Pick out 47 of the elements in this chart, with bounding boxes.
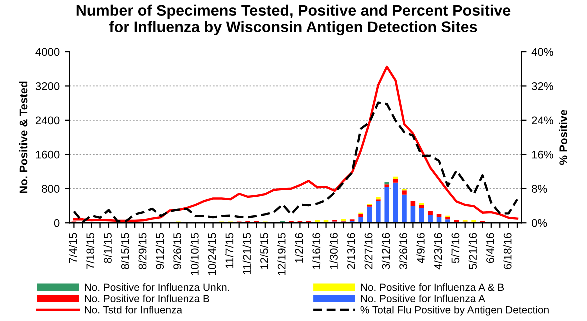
x-tick-label: 1/16/16 <box>312 233 321 270</box>
x-tick-label: 3/12/16 <box>382 233 390 270</box>
y-tick-label: 0 <box>54 219 60 228</box>
x-tick-label: 7/18/15 <box>86 233 95 270</box>
x-tick-label: 8/15/15 <box>121 233 130 270</box>
y2-tick-label: 32% <box>532 82 554 90</box>
y2-tick-label: 24% <box>532 116 554 125</box>
x-tick-label: 1/30/16 <box>330 233 338 270</box>
x-tick-label: 10/10/15 <box>190 233 199 276</box>
y2-tick-label: 0% <box>532 219 548 228</box>
chart-title: Number of Specimens Tested, Positive and Percent Positive for Influenza by Wisconsin Antigen Detection Sites <box>76 4 511 36</box>
y2-tick-label: 16% <box>532 150 554 159</box>
legend-label: No. Positive for Influenza B <box>85 294 210 302</box>
x-tick-label: 6/4/16 <box>486 233 494 264</box>
x-tick-label: 5/21/16 <box>468 233 478 270</box>
x-tick-label: 2/27/16 <box>364 233 373 270</box>
x-tick-label: 11/21/15 <box>242 233 252 274</box>
y-tick-label: 800 <box>42 185 60 194</box>
x-tick-label: 10/24/15 <box>208 233 216 276</box>
x-tick-label: 3/26/16 <box>399 233 408 270</box>
legend-label: No. Positive for Influenza A <box>361 294 486 302</box>
y2-tick-label: 40% <box>532 48 554 56</box>
y-tick-label: 3200 <box>36 82 60 90</box>
legend-label: % Total Flu Positive by Antigen Detection <box>360 306 549 316</box>
x-tick-label: 1/2/16 <box>295 233 304 263</box>
x-tick-label: 12/19/15 <box>278 233 286 276</box>
y-tick-label: 1600 <box>36 150 60 159</box>
x-tick-label: 12/5/15 <box>260 233 268 270</box>
legend-label: No. Positive for Influenza A & B <box>361 284 504 292</box>
x-tick-label: 6/18/16 <box>504 233 512 270</box>
legend-label: No. Tstd for Influenza <box>85 306 183 314</box>
x-tick-label: 8/1/15 <box>104 233 112 264</box>
x-tick-label: 8/29/15 <box>138 233 147 270</box>
x-tick-label: 9/26/15 <box>173 233 182 270</box>
y2-tick-label: 8% <box>532 185 548 194</box>
x-tick-label: 5/7/16 <box>451 233 460 264</box>
y-tick-label: 2400 <box>36 116 60 125</box>
x-tick-label: 9/12/15 <box>156 233 164 270</box>
legend-label: No. Positive for Influenza Unkn. <box>85 284 230 292</box>
x-tick-label: 11/7/15 <box>225 233 234 268</box>
y2-axis-title: % Positive <box>559 110 568 166</box>
x-tick-label: 4/23/16 <box>434 233 442 270</box>
x-tick-label: 7/4/15 <box>69 233 78 264</box>
x-tick-label: 2/13/16 <box>347 233 356 270</box>
y-axis-title: No. Positive & Tested <box>20 82 28 194</box>
x-tick-label: 4/9/16 <box>416 233 425 264</box>
y-tick-label: 4000 <box>36 48 60 56</box>
